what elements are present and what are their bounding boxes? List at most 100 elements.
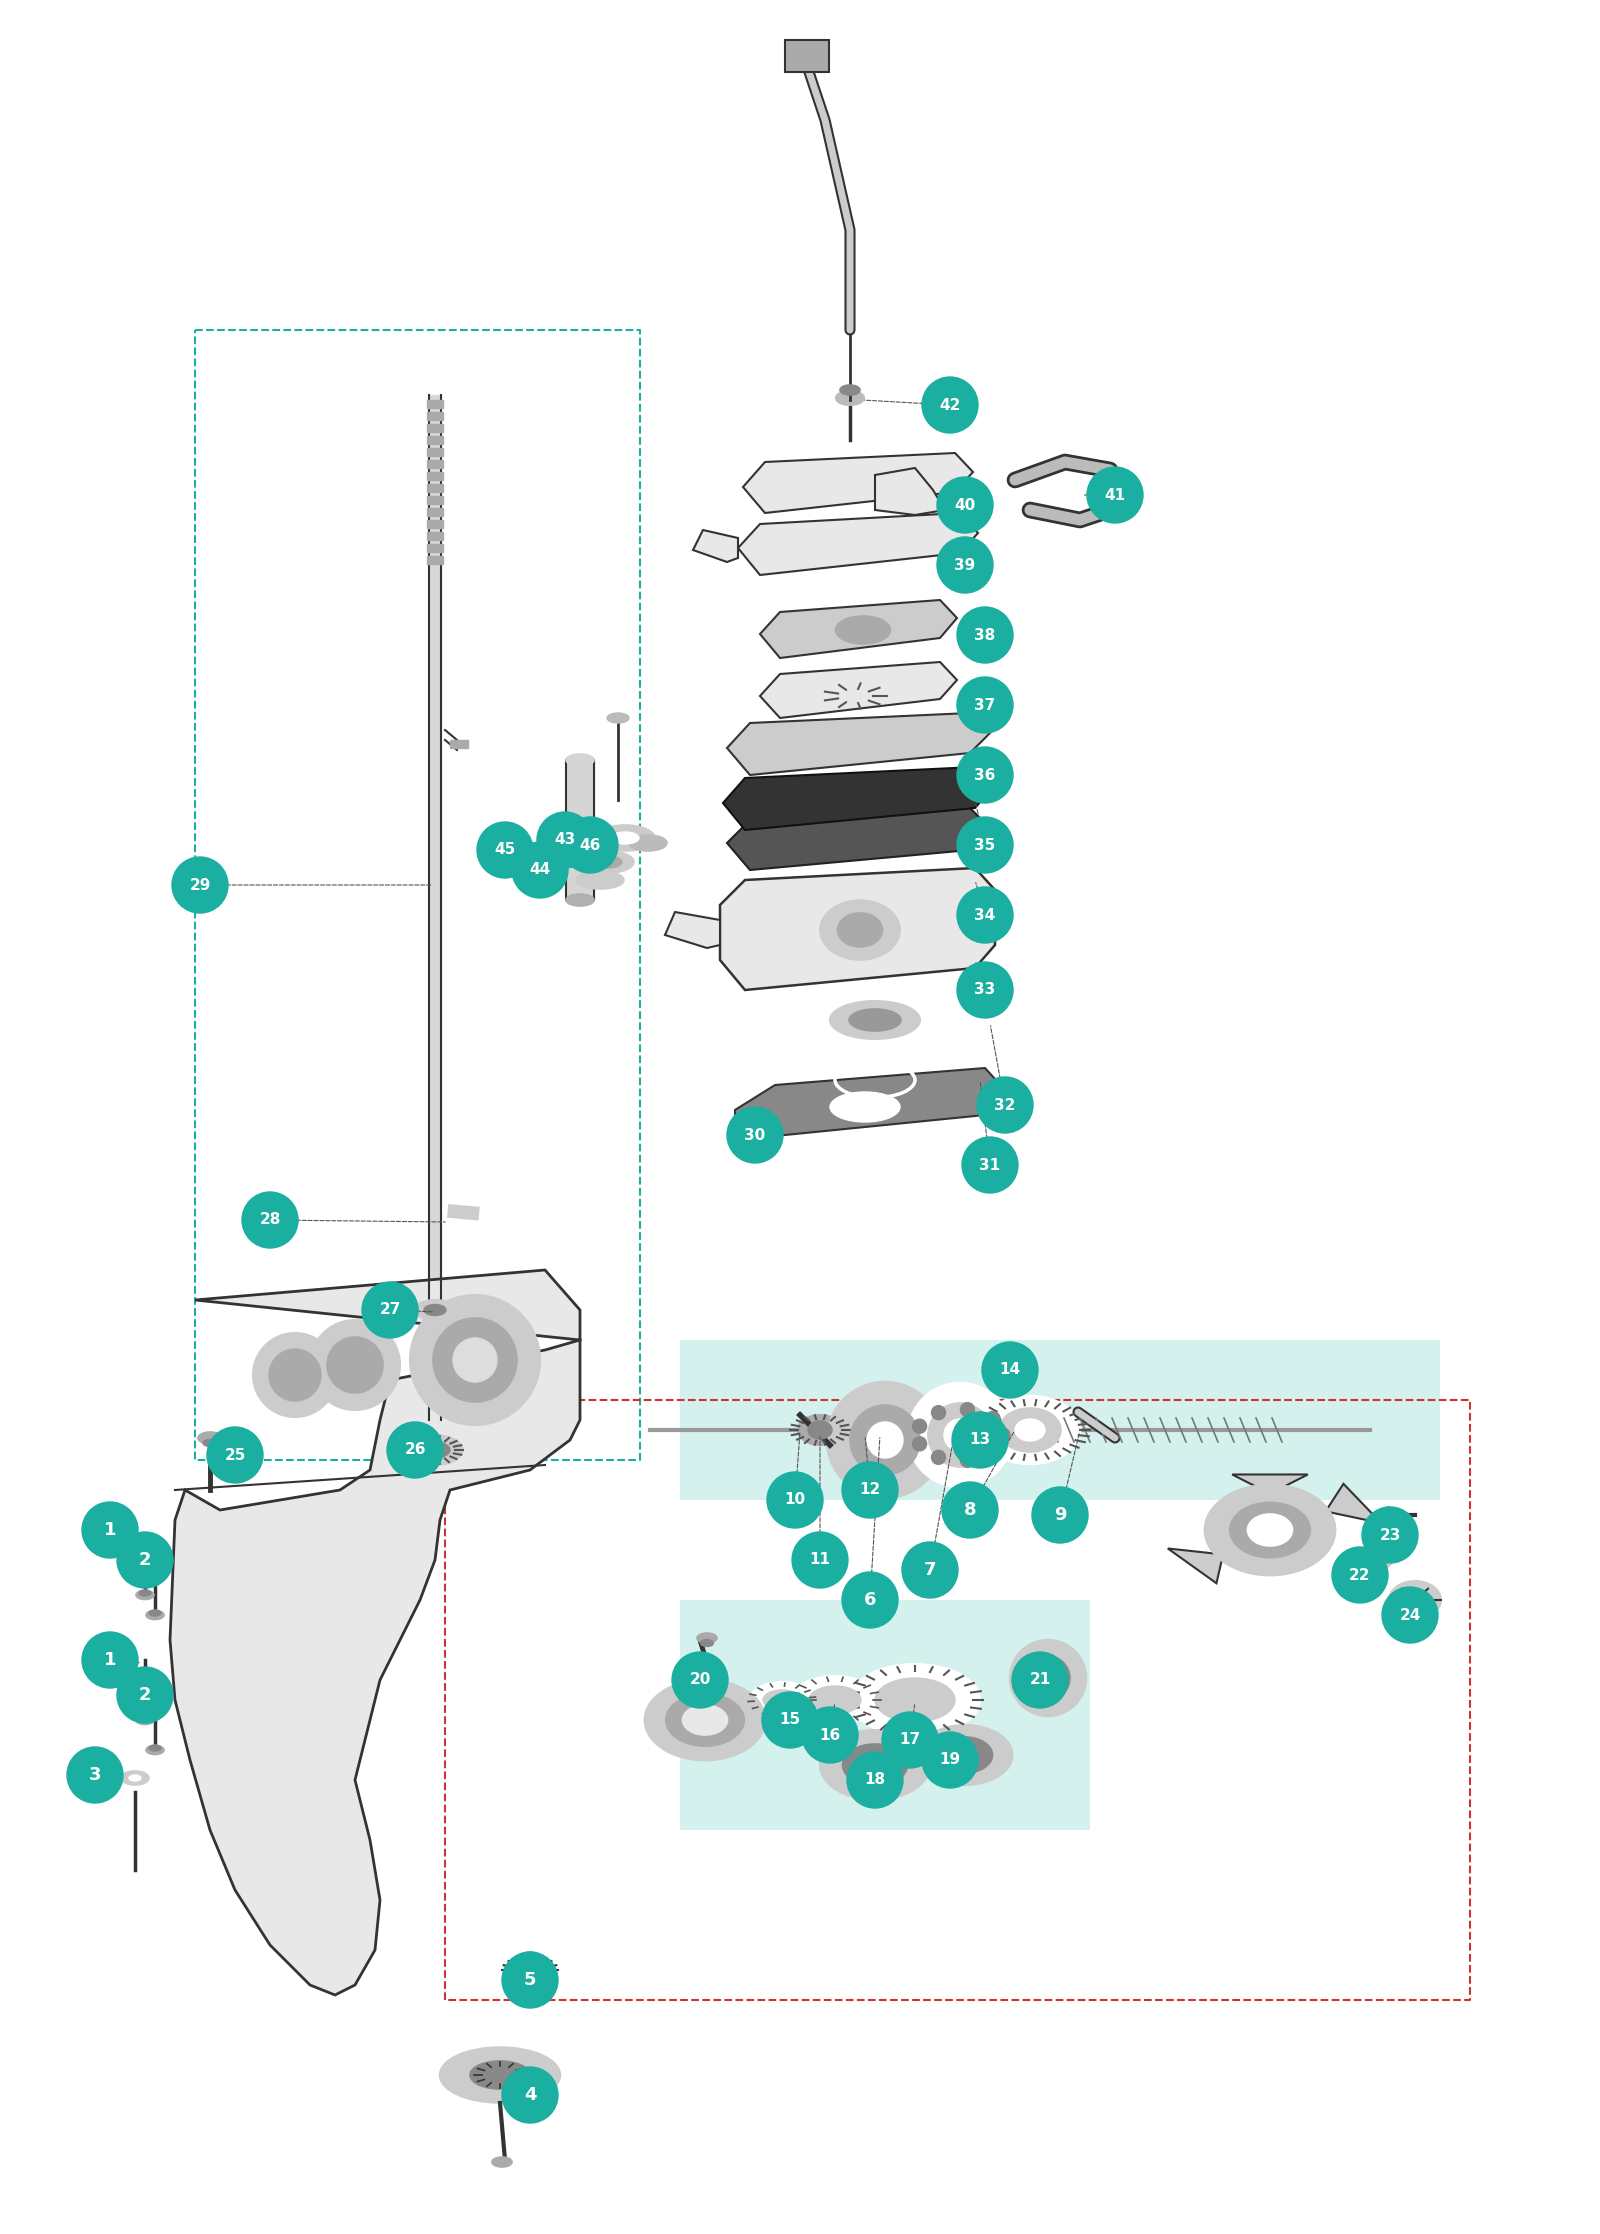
Circle shape: [944, 1419, 976, 1452]
Ellipse shape: [130, 1776, 141, 1780]
Circle shape: [726, 1108, 782, 1164]
Ellipse shape: [493, 2158, 512, 2167]
Circle shape: [931, 1450, 946, 1463]
Circle shape: [117, 1533, 173, 1588]
Circle shape: [1086, 467, 1142, 523]
Ellipse shape: [1248, 1515, 1293, 1546]
Circle shape: [957, 963, 1013, 1019]
Polygon shape: [726, 713, 990, 775]
Ellipse shape: [1205, 1486, 1334, 1575]
Ellipse shape: [819, 1729, 930, 1801]
Text: 4: 4: [523, 2087, 536, 2104]
Circle shape: [173, 858, 229, 914]
Text: 21: 21: [1029, 1673, 1051, 1687]
Circle shape: [1026, 1655, 1070, 1700]
Circle shape: [912, 1436, 926, 1450]
Ellipse shape: [122, 1772, 149, 1785]
Circle shape: [502, 2066, 558, 2122]
Circle shape: [922, 1731, 978, 1787]
Circle shape: [960, 1454, 974, 1468]
Circle shape: [512, 842, 568, 898]
Circle shape: [672, 1651, 728, 1709]
Ellipse shape: [808, 1421, 832, 1439]
Circle shape: [453, 1338, 498, 1383]
Polygon shape: [1232, 1474, 1307, 1506]
Ellipse shape: [835, 617, 891, 643]
Text: 40: 40: [954, 498, 976, 512]
Circle shape: [477, 822, 533, 878]
Ellipse shape: [750, 1682, 814, 1718]
Polygon shape: [734, 1068, 1005, 1139]
Text: 38: 38: [974, 628, 995, 643]
Text: 14: 14: [1000, 1363, 1021, 1378]
Circle shape: [362, 1282, 418, 1338]
Text: 44: 44: [530, 862, 550, 878]
Text: 8: 8: [963, 1501, 976, 1519]
Circle shape: [1013, 1651, 1069, 1709]
Polygon shape: [726, 809, 990, 869]
Text: 39: 39: [954, 558, 976, 572]
Text: 22: 22: [1349, 1568, 1371, 1582]
Polygon shape: [760, 661, 957, 717]
Circle shape: [882, 1711, 938, 1767]
Text: 2: 2: [139, 1687, 152, 1705]
Bar: [680, 1600, 1090, 1830]
Circle shape: [952, 1412, 1008, 1468]
Text: 1: 1: [104, 1521, 117, 1539]
Circle shape: [1010, 1640, 1086, 1716]
Ellipse shape: [1358, 1555, 1381, 1566]
Circle shape: [206, 1428, 262, 1483]
Ellipse shape: [203, 1439, 218, 1445]
Circle shape: [538, 811, 594, 869]
Ellipse shape: [819, 900, 899, 961]
Text: 31: 31: [979, 1157, 1000, 1173]
Ellipse shape: [582, 851, 634, 873]
Circle shape: [326, 1336, 382, 1394]
Circle shape: [1362, 1508, 1418, 1564]
Ellipse shape: [566, 894, 594, 907]
Text: 34: 34: [974, 907, 995, 923]
Ellipse shape: [1014, 1419, 1045, 1441]
Ellipse shape: [611, 831, 638, 844]
Text: 28: 28: [259, 1213, 280, 1226]
Text: 7: 7: [923, 1562, 936, 1579]
Polygon shape: [738, 514, 978, 574]
Circle shape: [957, 818, 1013, 873]
Ellipse shape: [979, 1396, 1080, 1463]
Ellipse shape: [938, 1738, 992, 1774]
Text: 36: 36: [974, 768, 995, 782]
Text: 9: 9: [1054, 1506, 1066, 1524]
Circle shape: [82, 1501, 138, 1557]
Text: 2: 2: [139, 1550, 152, 1568]
Circle shape: [827, 1383, 942, 1499]
Circle shape: [520, 1959, 541, 1979]
Ellipse shape: [594, 856, 622, 869]
Text: 5: 5: [523, 1970, 536, 1988]
Text: 25: 25: [224, 1448, 246, 1463]
Text: 42: 42: [939, 398, 960, 413]
Text: 17: 17: [899, 1734, 920, 1747]
Circle shape: [762, 1691, 818, 1747]
Text: 16: 16: [819, 1727, 840, 1743]
Circle shape: [310, 1320, 400, 1410]
Ellipse shape: [595, 824, 654, 851]
Polygon shape: [170, 1269, 579, 1995]
Ellipse shape: [645, 1680, 765, 1760]
Ellipse shape: [1389, 1582, 1442, 1620]
Circle shape: [562, 818, 618, 873]
Bar: [680, 1340, 1440, 1499]
Ellipse shape: [835, 391, 864, 404]
Polygon shape: [742, 454, 973, 514]
Text: 46: 46: [579, 838, 600, 853]
Text: 23: 23: [1379, 1528, 1400, 1541]
Text: 43: 43: [554, 833, 576, 847]
Text: 29: 29: [189, 878, 211, 894]
Circle shape: [242, 1193, 298, 1249]
Circle shape: [957, 608, 1013, 663]
Text: 6: 6: [864, 1591, 877, 1608]
Bar: [448, 1204, 478, 1220]
Circle shape: [912, 1419, 926, 1434]
Ellipse shape: [830, 1001, 920, 1039]
Ellipse shape: [470, 2062, 530, 2089]
Ellipse shape: [850, 1010, 901, 1032]
